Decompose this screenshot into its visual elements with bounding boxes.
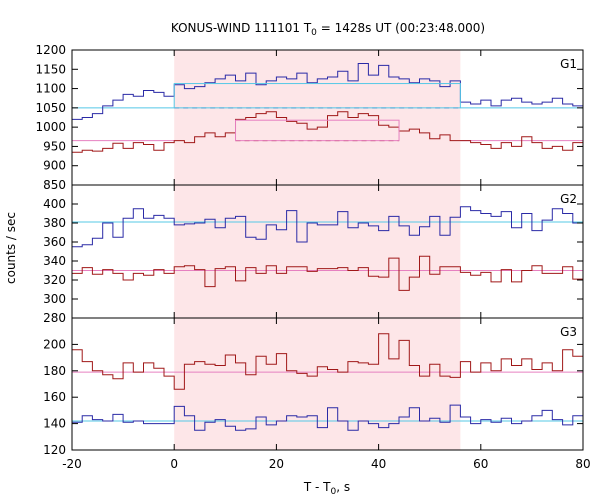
y-tick-label: 1100: [35, 82, 66, 96]
x-tick-label: 60: [473, 457, 488, 471]
panel-label: G1: [560, 57, 577, 71]
y-tick-label: 120: [43, 443, 66, 457]
y-tick-label: 280: [43, 311, 66, 325]
y-tick-label: 1150: [35, 62, 66, 76]
chart-title-suffix: = 1428s UT (00:23:48.000): [317, 21, 485, 35]
y-tick-label: 1200: [35, 43, 66, 57]
panel-frame: [71, 317, 584, 451]
x-axis-label-prefix: T - T: [303, 480, 331, 494]
y-tick-label: 320: [43, 273, 66, 287]
x-tick-label: 20: [269, 457, 284, 471]
y-tick-label: 360: [43, 235, 66, 249]
y-tick-label: 140: [43, 417, 66, 431]
x-tick-label: 80: [575, 457, 590, 471]
series-blue-step-line: [72, 63, 583, 120]
panel-label: G2: [560, 192, 577, 206]
y-tick-label: 400: [43, 197, 66, 211]
y-tick-label: 200: [43, 337, 66, 351]
x-axis-label: T - T0, s: [303, 480, 350, 497]
y-tick-label: 160: [43, 390, 66, 404]
y-tick-label: 380: [43, 216, 66, 230]
y-tick-label: 950: [43, 139, 66, 153]
panel-g3: 120 140 160 180 200 G3: [43, 317, 584, 457]
series-blue-step-line: [72, 206, 583, 248]
y-tick-label: 300: [43, 292, 66, 306]
x-tick-label: -20: [62, 457, 82, 471]
y-tick-label: 1050: [35, 101, 66, 115]
x-axis-label-suffix: , s: [336, 480, 350, 494]
y-tick-label: 850: [43, 178, 66, 192]
x-tick-label: 0: [170, 457, 178, 471]
y-tick-label: 1000: [35, 120, 66, 134]
series-blue-step-line: [72, 404, 583, 431]
panel-label: G3: [560, 325, 577, 339]
chart-title-prefix: KONUS-WIND 111101 T: [171, 21, 312, 35]
series-red-step-line: [72, 333, 583, 390]
series-red-step-line: [72, 255, 583, 291]
x-tick-label: 40: [371, 457, 386, 471]
burst-interval-shading: [174, 50, 461, 450]
chart-title: KONUS-WIND 111101 T0 = 1428s UT (00:23:4…: [171, 21, 485, 38]
y-tick-label: 340: [43, 254, 66, 268]
series-red-step-line: [72, 111, 583, 153]
panels-group: 85090095010001050110011501200G1280300320…: [35, 43, 590, 471]
chart-title-subscript: 0: [311, 28, 317, 38]
interval-box-pink-1: [235, 119, 400, 142]
interval-box-cyan-0: [173, 83, 461, 109]
panel-g1: 850 900 950 1000 1050 1100 1150 1200 G1: [35, 43, 584, 192]
y-axis-label: counts / sec: [4, 212, 18, 284]
y-tick-label: 180: [43, 364, 66, 378]
x-axis-label-subscript: 0: [331, 487, 337, 497]
y-tick-label: 900: [43, 159, 66, 173]
